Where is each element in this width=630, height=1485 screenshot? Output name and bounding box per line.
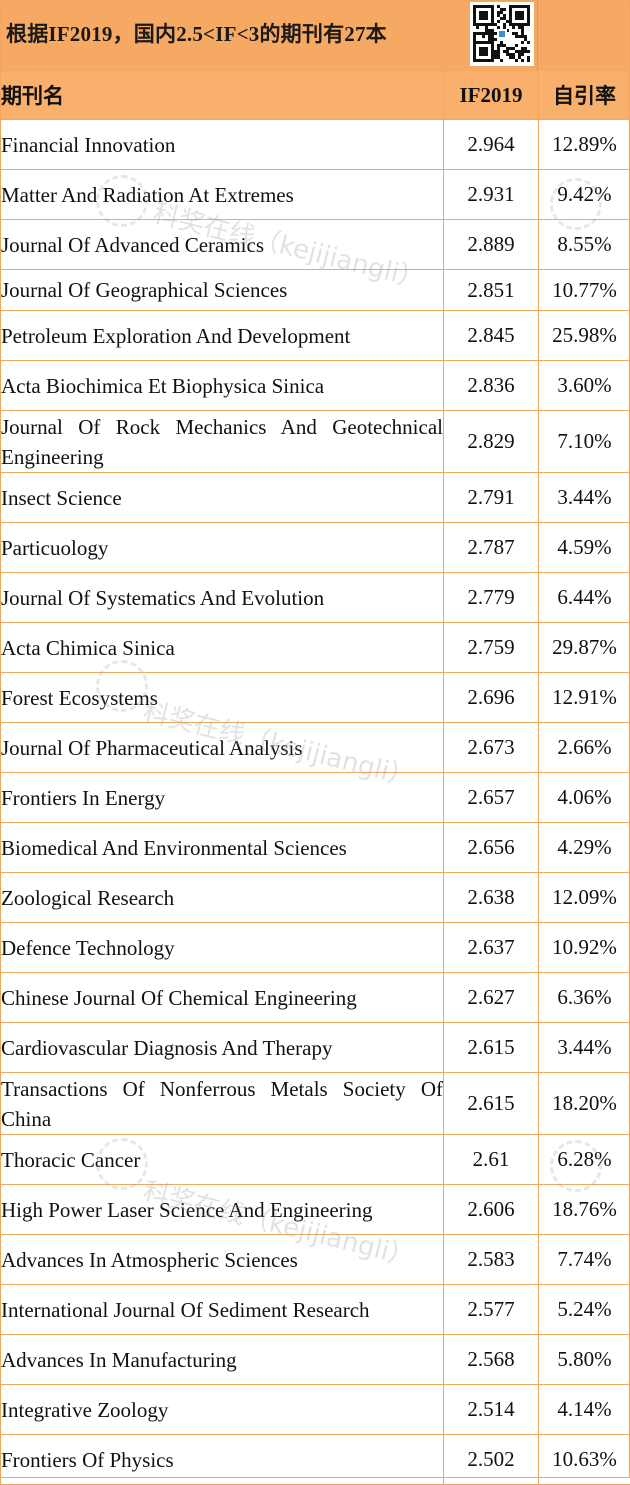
outer-border [0, 0, 630, 1478]
